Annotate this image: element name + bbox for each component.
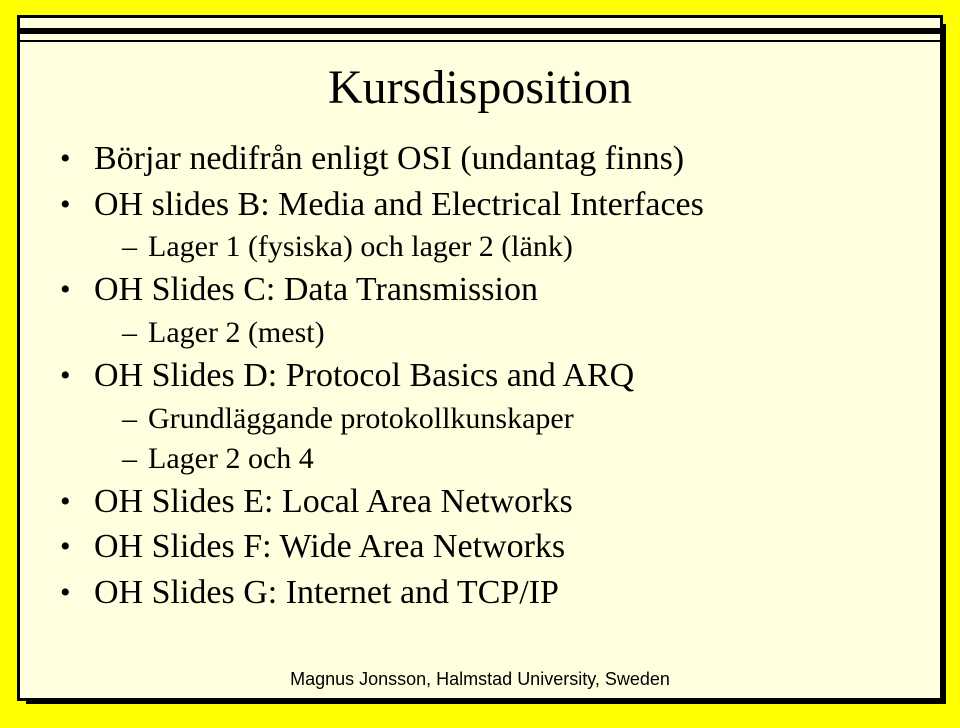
bullet-icon: • [60,267,94,312]
bullet-icon: • [60,136,94,181]
slide-body: • Börjar nedifrån enligt OSI (undantag f… [60,136,910,616]
slide-footer: Magnus Jonsson, Halmstad University, Swe… [20,669,940,690]
bullet-item: • OH Slides D: Protocol Basics and ARQ [60,353,910,399]
bullet-text: Börjar nedifrån enligt OSI (undantag fin… [94,136,910,182]
bullet-icon: • [60,479,94,524]
bullet-text: OH Slides F: Wide Area Networks [94,524,910,570]
sub-bullet-item: – Lager 2 (mest) [60,313,910,353]
sub-bullet-text: Grundläggande protokollkunskaper [148,399,910,439]
bullet-icon: • [60,353,94,398]
sub-bullet-text: Lager 2 och 4 [148,439,910,479]
slide-frame: Kursdisposition • Börjar nedifrån enligt… [20,18,940,698]
sub-bullet-item: – Lager 1 (fysiska) och lager 2 (länk) [60,227,910,267]
bullet-text: OH slides B: Media and Electrical Interf… [94,182,910,228]
bullet-item: • OH slides B: Media and Electrical Inte… [60,182,910,228]
bullet-text: OH Slides D: Protocol Basics and ARQ [94,353,910,399]
bullet-icon: • [60,524,94,569]
bullet-text: OH Slides E: Local Area Networks [94,479,910,525]
dash-icon: – [122,399,148,439]
bullet-item: • Börjar nedifrån enligt OSI (undantag f… [60,136,910,182]
dash-icon: – [122,313,148,353]
bullet-icon: • [60,182,94,227]
top-thin-rule [20,40,940,42]
bullet-item: • OH Slides G: Internet and TCP/IP [60,570,910,616]
slide-canvas: Kursdisposition • Börjar nedifrån enligt… [0,0,960,728]
bullet-item: • OH Slides C: Data Transmission [60,267,910,313]
bullet-item: • OH Slides F: Wide Area Networks [60,524,910,570]
sub-bullet-item: – Lager 2 och 4 [60,439,910,479]
bullet-text: OH Slides G: Internet and TCP/IP [94,570,910,616]
sub-bullet-item: – Grundläggande protokollkunskaper [60,399,910,439]
dash-icon: – [122,439,148,479]
bullet-icon: • [60,570,94,615]
sub-bullet-text: Lager 1 (fysiska) och lager 2 (länk) [148,227,910,267]
sub-bullet-text: Lager 2 (mest) [148,313,910,353]
dash-icon: – [122,227,148,267]
slide-title: Kursdisposition [20,60,940,115]
bullet-text: OH Slides C: Data Transmission [94,267,910,313]
bullet-item: • OH Slides E: Local Area Networks [60,479,910,525]
top-thick-rule [20,28,940,34]
